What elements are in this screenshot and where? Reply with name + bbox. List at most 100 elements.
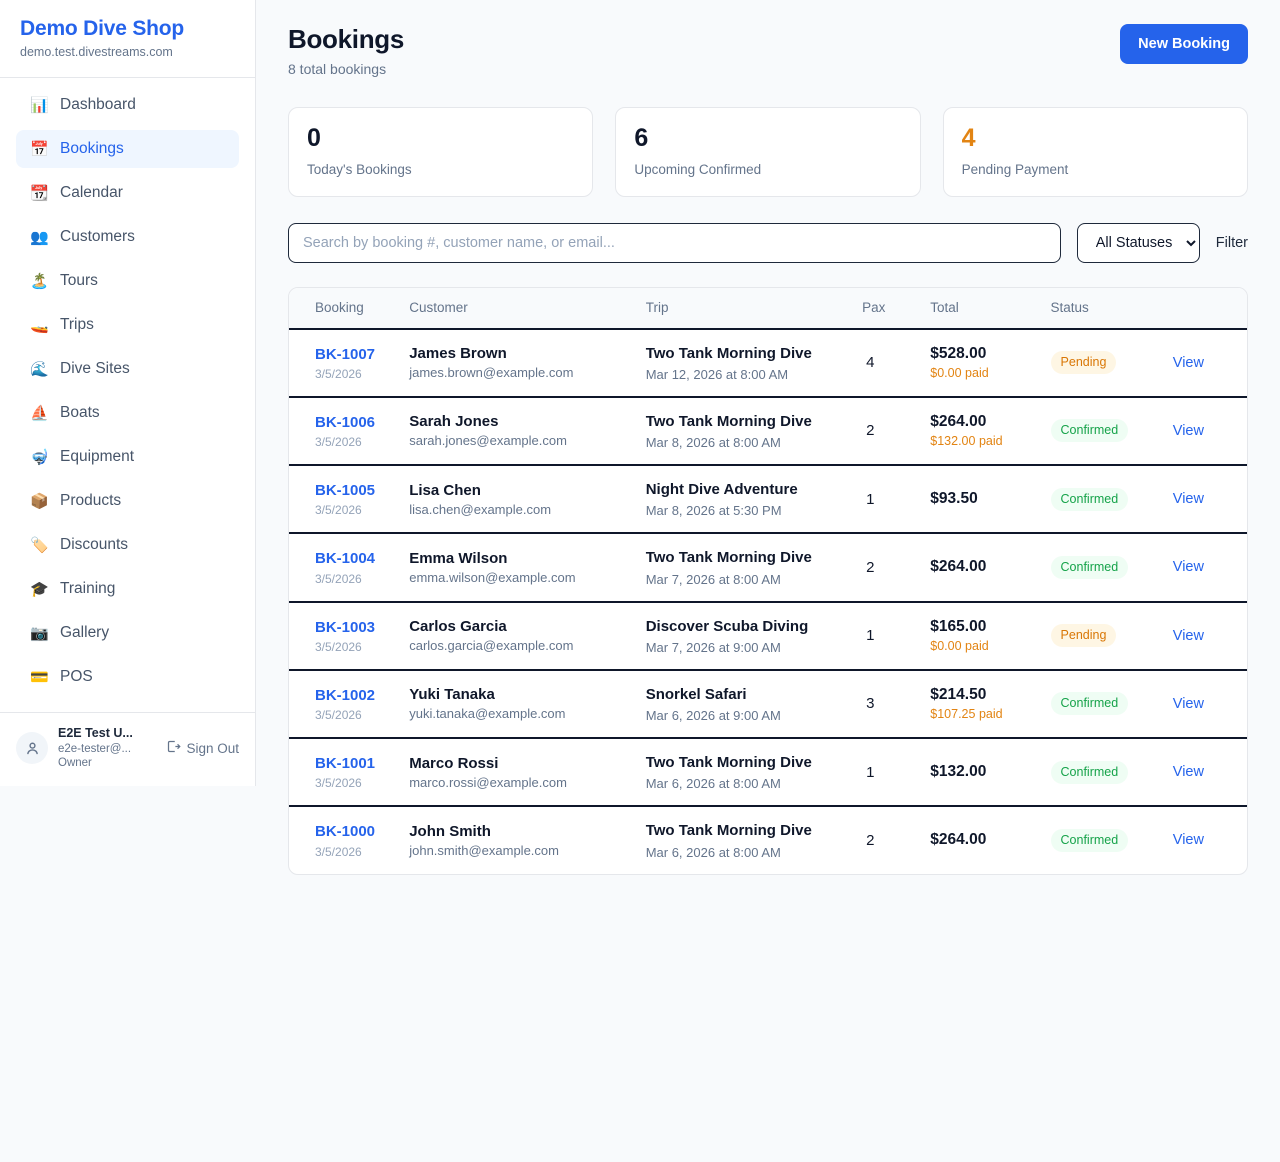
sidebar-item-calendar[interactable]: 📆 Calendar (16, 174, 239, 212)
cell-total: $528.00 $0.00 paid (920, 328, 1041, 398)
view-booking-link[interactable]: View (1172, 764, 1204, 781)
booking-id-link[interactable]: BK-1004 (315, 550, 376, 568)
stat-label: Upcoming Confirmed (634, 161, 762, 177)
view-booking-link[interactable]: View (1172, 559, 1204, 576)
sidebar-item-dive-sites[interactable]: 🌊 Dive Sites (16, 350, 239, 388)
trip-name: Two Tank Morning Dive (645, 549, 812, 567)
view-booking-link[interactable]: View (1172, 354, 1204, 371)
cell-pax: 1 (852, 601, 921, 671)
booking-created-date: 3/5/2026 (315, 776, 362, 791)
booking-id-link[interactable]: BK-1001 (315, 755, 376, 772)
sidebar-item-equipment[interactable]: 🤿 Equipment (16, 438, 239, 476)
trip-name: Two Tank Morning Dive (645, 754, 812, 771)
table-row: BK-1000 3/5/2026 John Smith john.smith@exam… (289, 806, 1247, 873)
status-badge: Confirmed (1050, 487, 1129, 511)
sidebar-item-customers[interactable]: 👥 Customers (16, 218, 239, 256)
trip-datetime: Mar 6, 2026 at 8:00 AM (645, 776, 781, 792)
sidebar-item-pos[interactable]: 💳 POS (16, 658, 239, 696)
trip-datetime: Mar 8, 2026 at 8:00 AM (645, 435, 781, 450)
sidebar-item-dashboard[interactable]: 📊 Dashboard (16, 86, 239, 124)
booking-id-link[interactable]: BK-1002 (315, 686, 376, 704)
sidebar-item-boats[interactable]: ⛵ Boats (16, 394, 239, 432)
cell-customer: James Brown james.brown@example.com (399, 328, 636, 398)
trip-name: Night Dive Adventure (645, 481, 798, 498)
sidebar-item-gallery[interactable]: 📷 Gallery (16, 614, 239, 652)
cell-action: View (1162, 396, 1247, 467)
stat-value: 6 (634, 124, 649, 152)
search-input[interactable] (288, 222, 1061, 263)
booking-id-link[interactable]: BK-1003 (315, 618, 376, 636)
view-booking-link[interactable]: View (1172, 832, 1204, 849)
cell-action: View (1162, 669, 1247, 740)
status-badge: Pending (1050, 624, 1117, 648)
cell-pax: 3 (852, 669, 921, 740)
sidebar-item-label: Boats (60, 404, 100, 422)
booking-created-date: 3/5/2026 (315, 708, 362, 722)
status-filter-select[interactable]: All Statuses (1076, 222, 1200, 263)
cell-trip: Night Dive Adventure Mar 8, 2026 at 5:30 … (635, 465, 853, 535)
sidebar-item-discounts[interactable]: 🏷️ Discounts (16, 526, 239, 564)
filters-toolbar: All Statuses Filter (288, 222, 1248, 263)
pax-count: 2 (866, 422, 875, 440)
view-booking-link[interactable]: View (1172, 491, 1204, 508)
pax-count: 1 (866, 763, 875, 781)
bookings-table: Booking Customer Trip Pax Total Status B… (289, 287, 1247, 874)
booking-id-link[interactable]: BK-1005 (315, 482, 376, 499)
booking-id-link[interactable]: BK-1007 (315, 345, 376, 363)
trip-datetime: Mar 6, 2026 at 9:00 AM (645, 708, 781, 723)
cell-trip: Two Tank Morning Dive Mar 12, 2026 at 8:0… (635, 328, 853, 398)
cell-status: Confirmed (1040, 738, 1163, 808)
table-row: BK-1002 3/5/2026 Yuki Tanaka yuki.tanaka@ex… (289, 669, 1247, 740)
table-body: BK-1007 3/5/2026 James Brown james.brown@ex… (289, 328, 1247, 874)
status-badge: Confirmed (1050, 555, 1129, 579)
pax-count: 4 (866, 354, 875, 372)
customer-name: Marco Rossi (409, 754, 499, 772)
booking-id-link[interactable]: BK-1006 (315, 413, 376, 431)
view-booking-link[interactable]: View (1172, 422, 1204, 439)
booking-created-date: 3/5/2026 (315, 503, 362, 518)
column-header-status: Status (1040, 287, 1163, 330)
sidebar-item-training[interactable]: 🎓 Training (16, 570, 239, 608)
pax-count: 1 (866, 490, 875, 508)
speedboat-icon: 🚤 (30, 316, 49, 334)
sidebar-item-label: Dashboard (60, 96, 136, 114)
cell-pax: 1 (852, 738, 921, 808)
new-booking-button[interactable]: New Booking (1120, 24, 1248, 64)
customer-email: marco.rossi@example.com (409, 774, 567, 790)
sidebar-item-products[interactable]: 📦 Products (16, 482, 239, 520)
sidebar-item-label: Discounts (60, 536, 129, 554)
cell-customer: Carlos Garcia carlos.garcia@example.com (399, 601, 636, 671)
trip-name: Two Tank Morning Dive (645, 822, 812, 840)
cell-customer: Yuki Tanaka yuki.tanaka@example.com (399, 669, 636, 740)
page-header: Bookings 8 total bookings New Booking (288, 24, 1248, 77)
trip-name: Two Tank Morning Dive (645, 412, 812, 430)
cell-total: $93.50 (920, 465, 1041, 535)
calendar-17-icon: 📅 (30, 140, 49, 158)
booking-id-link[interactable]: BK-1000 (315, 823, 376, 841)
filter-button[interactable]: Filter (1215, 234, 1248, 251)
total-amount: $264.00 (930, 558, 987, 576)
total-amount: $528.00 (930, 344, 987, 362)
cell-booking: BK-1006 3/5/2026 (289, 396, 400, 467)
stats-row: 0 Today's Bookings 6 Upcoming Confirmed 4 Pen… (288, 107, 1248, 197)
view-booking-link[interactable]: View (1172, 627, 1204, 644)
wave-icon: 🌊 (30, 360, 49, 378)
sidebar-item-label: Training (60, 580, 116, 598)
page-header-text: Bookings 8 total bookings (288, 24, 404, 77)
cell-status: Confirmed (1040, 465, 1163, 535)
sign-out-button[interactable]: Sign Out (166, 739, 239, 757)
cell-booking: BK-1007 3/5/2026 (289, 328, 400, 398)
trip-datetime: Mar 12, 2026 at 8:00 AM (645, 366, 789, 382)
view-booking-link[interactable]: View (1172, 695, 1204, 712)
cell-action: View (1162, 533, 1247, 603)
total-amount: $93.50 (930, 490, 978, 508)
sidebar-item-bookings[interactable]: 📅 Bookings (16, 130, 239, 169)
cell-action: View (1162, 738, 1247, 808)
customer-name: Lisa Chen (409, 481, 481, 499)
cell-trip: Two Tank Morning Dive Mar 6, 2026 at 8:00… (636, 806, 852, 873)
sidebar-item-label: Bookings (60, 140, 124, 158)
sidebar-item-tours[interactable]: 🏝️ Tours (16, 262, 239, 300)
pax-count: 2 (866, 558, 875, 576)
sidebar-item-trips[interactable]: 🚤 Trips (16, 306, 239, 344)
